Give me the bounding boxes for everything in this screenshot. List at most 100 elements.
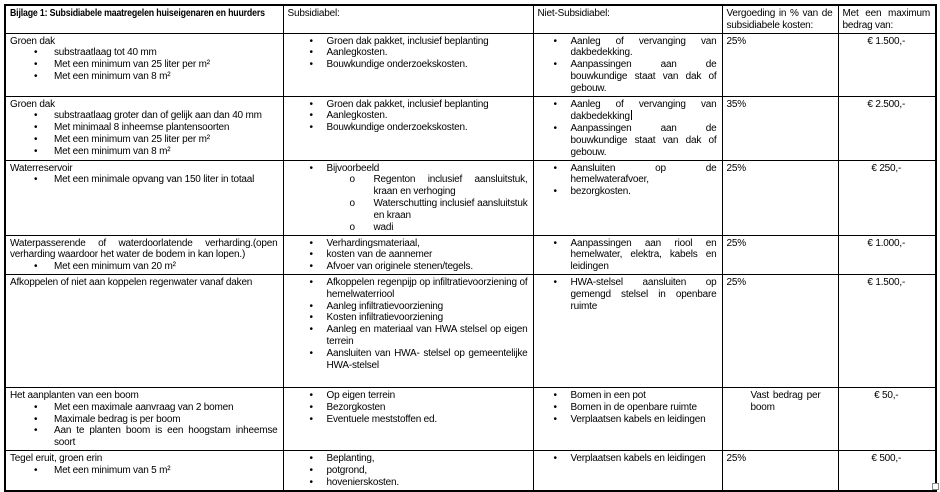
list-item-text: Aanlegkosten.	[326, 47, 388, 59]
niet-subsidiabel-cell[interactable]: • Aansluiten op de hemelwaterafvoer, • bezo…	[532, 159, 723, 236]
table-row: Afkoppelen of niet aan koppelen regenwat…	[4, 273, 937, 388]
vergoeding-cell[interactable]: 25%	[721, 32, 839, 97]
measure-cell[interactable]: Tegel eruit, groen erin • Met een minimum …	[4, 449, 284, 492]
niet-subsidiabel-cell[interactable]: • Aanpassingen aan riool en hemelwater, e…	[532, 234, 723, 275]
list-item-text: Aansluiten van HWA- stelsel op gemeentel…	[326, 347, 528, 371]
list-item-text: Aanleg of vervanging van dakbedekking.	[570, 35, 717, 59]
list-item-text: Aanpassingen aan de bouwkundige staat va…	[570, 123, 717, 158]
list-item: • substraatlaag tot 40 mm	[10, 47, 278, 59]
list-item-text: Aanleg infiltratievoorziening	[326, 300, 444, 312]
list-item-text: substraatlaag groter dan of gelijk aan d…	[54, 110, 262, 122]
vergoeding-cell[interactable]: Vast bedrag per boom	[721, 386, 839, 451]
list-item-text: Met een minimum van 25 liter per m²	[54, 59, 210, 71]
circle-bullet-icon: o	[349, 174, 356, 186]
disc-bullet-icon: •	[309, 35, 314, 47]
disc-bullet-icon: •	[553, 237, 558, 249]
disc-bullet-icon: •	[34, 59, 38, 71]
vergoeding-cell[interactable]: 25%	[721, 449, 839, 492]
maximum-cell[interactable]: € 500,-	[837, 449, 937, 492]
disc-bullet-icon: •	[553, 413, 558, 425]
maximum-cell[interactable]: € 1.500,-	[837, 273, 937, 388]
subsidiabel-cell[interactable]: • Op eigen terrein • Bezorgkosten • Eventuele…	[282, 386, 534, 451]
vergoeding-value: 25%	[726, 452, 747, 464]
table-resize-handle[interactable]	[932, 483, 939, 490]
disc-bullet-icon: •	[309, 347, 314, 359]
measure-cell[interactable]: Groen dak • substraatlaag groter dan of ge…	[4, 95, 284, 161]
vergoeding-cell[interactable]: 25%	[721, 273, 839, 388]
disc-bullet-icon: •	[553, 35, 558, 47]
disc-bullet-icon: •	[34, 425, 38, 437]
measure-cell[interactable]: Het aanplanten van een boom • Met een maxi…	[4, 386, 284, 451]
measures-header-cell[interactable]: Bijlage 1: Subsidiabele maatregelen huis…	[4, 4, 284, 34]
disc-bullet-icon: •	[309, 452, 314, 464]
subsidiabel-header-cell[interactable]: Subsidiabel:	[282, 4, 534, 34]
list-item: • Bouwkundige onderzoekskosten.	[288, 59, 528, 71]
maximum-cell[interactable]: € 50,-	[837, 386, 937, 451]
niet-subsidiabel-cell[interactable]: • HWA-stelsel aansluiten op gemengd stels…	[532, 273, 723, 388]
subsidiabel-cell[interactable]: • Afkoppelen regenpijp op infiltratievoor…	[282, 273, 534, 388]
list-item-text: wadi	[373, 221, 394, 233]
subsidiabel-cell[interactable]: • Groen dak pakket, inclusief beplanting •…	[282, 95, 534, 161]
niet-subsidiabel-cell[interactable]: • Aanleg of vervanging van dakbedekking. •…	[532, 32, 723, 97]
maximum-cell[interactable]: € 1.500,-	[837, 32, 937, 97]
list-item-text: Met een minimum van 5 m²	[54, 464, 171, 476]
list-item: • Aansluiten van HWA- stelsel op gemeente…	[288, 348, 528, 372]
circle-bullet-icon: o	[349, 221, 356, 233]
list-item-text: Aan te planten boom is een hoogstam inhe…	[54, 425, 278, 449]
disc-bullet-icon: •	[309, 59, 314, 71]
measure-title: Waterreservoir	[10, 162, 73, 174]
list-item: • Aanpassingen aan riool en hemelwater, e…	[538, 238, 717, 273]
list-item-text: Met een minimum van 25 liter per m²	[54, 133, 210, 145]
table-row: Waterpasserende of waterdoorlatende verh…	[4, 234, 937, 275]
disc-bullet-icon: •	[553, 162, 558, 174]
list-item-text: Met minimaal 8 inheemse plantensoorten	[54, 122, 230, 134]
subsidiabel-cell[interactable]: • Verhardingsmateriaal, • kosten van de aan…	[282, 234, 534, 275]
list-item-text: Groen dak pakket, inclusief beplanting	[326, 35, 489, 47]
measure-title: Groen dak	[10, 98, 55, 110]
list-item: • Bomen in de openbare ruimte	[538, 402, 717, 414]
vergoeding-header-cell[interactable]: Vergoeding in % van de subsidiabele kost…	[721, 4, 839, 34]
list-item-text: Aanpassingen aan de bouwkundige staat va…	[570, 59, 717, 94]
disc-bullet-icon: •	[309, 476, 314, 488]
list-item-text: Bouwkundige onderzoekskosten.	[326, 122, 468, 134]
vergoeding-cell[interactable]: 35%	[721, 95, 839, 161]
measure-cell[interactable]: Waterpasserende of waterdoorlatende verh…	[4, 234, 284, 275]
maximum-cell[interactable]: € 250,-	[837, 159, 937, 236]
list-item-text: Bezorgkosten	[326, 401, 386, 413]
table-row: Waterreservoir • Met een minimale opvang v…	[4, 159, 937, 236]
vergoeding-header-label: Vergoeding in % van de subsidiabele kost…	[726, 8, 833, 31]
measure-title: Het aanplanten van een boom	[10, 389, 139, 401]
measure-cell[interactable]: Groen dak • substraatlaag tot 40 mm • Met ee…	[4, 32, 284, 97]
measure-title: Afkoppelen of niet aan koppelen regenwat…	[10, 276, 253, 288]
niet-subsidiabel-cell[interactable]: • Verplaatsen kabels en leidingen	[532, 449, 723, 492]
list-item-text: Afvoer van originele stenen/tegels.	[326, 261, 474, 273]
vergoeding-cell[interactable]: 25%	[721, 234, 839, 275]
maximum-cell[interactable]: € 2.500,-	[837, 95, 937, 161]
disc-bullet-icon: •	[309, 98, 314, 110]
subsidiabel-cell[interactable]: • Bijvoorbeeld o Regenton inclusief aanslui…	[282, 159, 534, 236]
measure-title: Tegel eruit, groen erin	[10, 452, 103, 464]
maximum-header-cell[interactable]: Met een maximum bedrag van:	[837, 4, 937, 34]
disc-bullet-icon: •	[309, 401, 314, 413]
maximum-cell[interactable]: € 1.000,-	[837, 234, 937, 275]
subsidiabel-cell[interactable]: • Beplanting, • potgrond, • hovenierskosten.	[282, 449, 534, 492]
list-item: • Bouwkundige onderzoekskosten.	[288, 122, 528, 134]
maximum-value: € 1.000,-	[867, 237, 906, 249]
niet-subsidiabel-cell[interactable]: • Bomen in een pot • Bomen in de openbare r…	[532, 386, 723, 451]
list-item: • Aansluiten op de hemelwaterafvoer,	[538, 163, 717, 187]
maximum-value: € 500,-	[871, 452, 902, 464]
measure-cell[interactable]: Waterreservoir • Met een minimale opvang v…	[4, 159, 284, 236]
vergoeding-value: 25%	[726, 162, 747, 174]
list-item: • HWA-stelsel aansluiten op gemengd stels…	[538, 277, 717, 312]
list-item-text: HWA-stelsel aansluiten op gemengd stelse…	[570, 276, 717, 312]
vergoeding-cell[interactable]: 25%	[721, 159, 839, 236]
disc-bullet-icon: •	[34, 70, 38, 82]
list-item: • Op eigen terrein	[288, 390, 528, 402]
disc-bullet-icon: •	[34, 261, 38, 273]
measure-cell[interactable]: Afkoppelen of niet aan koppelen regenwat…	[4, 273, 284, 388]
niet-subsidiabel-header-cell[interactable]: Niet-Subsidiabel:	[532, 4, 723, 34]
vergoeding-value: Vast bedrag per boom	[750, 389, 821, 413]
subsidiabel-cell[interactable]: • Groen dak pakket, inclusief beplanting •…	[282, 32, 534, 97]
list-item-text: Aanpassingen aan riool en hemelwater, el…	[570, 237, 717, 273]
niet-subsidiabel-cell[interactable]: • Aanleg of vervanging van dakbedekking • A…	[532, 95, 723, 161]
